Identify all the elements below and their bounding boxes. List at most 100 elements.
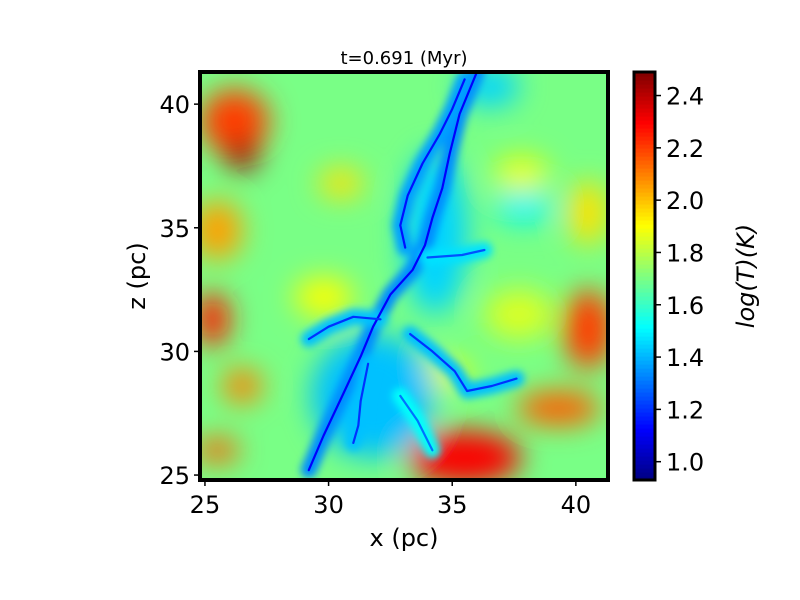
- colorbar-segment: [634, 412, 655, 417]
- x-axis-label: x (pc): [370, 524, 439, 552]
- colorbar-segment: [634, 316, 655, 321]
- y-tick-label: 30: [159, 338, 190, 366]
- colorbar-segment: [634, 92, 655, 97]
- colorbar-tick-label: 1.8: [666, 239, 704, 267]
- colorbar-segment: [634, 284, 655, 289]
- colorbar-segment: [634, 212, 655, 217]
- colorbar-segment: [634, 376, 655, 381]
- colorbar-segment: [634, 236, 655, 241]
- colorbar-segment: [634, 368, 655, 373]
- cold-filament: [409, 333, 518, 393]
- colorbar-frame: [632, 70, 657, 482]
- colorbar-segment: [634, 216, 655, 221]
- colorbar-segment: [634, 168, 655, 173]
- colorbar-segment: [634, 320, 655, 325]
- colorbar-segment: [634, 392, 655, 397]
- colorbar-segment: [634, 472, 655, 477]
- colorbar-segment: [634, 188, 655, 193]
- y-tick-label: 25: [159, 462, 190, 490]
- colorbar-segment: [634, 380, 655, 385]
- colorbar-segment: [634, 124, 655, 129]
- hot-region: [224, 141, 260, 171]
- colorbar-segment: [634, 352, 655, 357]
- hot-region: [293, 277, 354, 317]
- colorbar-segment: [634, 108, 655, 113]
- colorbar-segment: [634, 324, 655, 329]
- colorbar-segment: [634, 72, 655, 77]
- y-tick-label: 40: [159, 91, 190, 119]
- colorbar-segment: [634, 448, 655, 453]
- cool-region: [311, 334, 435, 458]
- colorbar-segment: [634, 80, 655, 85]
- colorbar-label: log(T)(K): [732, 224, 760, 328]
- colorbar-segment: [634, 460, 655, 465]
- colorbar-segment: [634, 440, 655, 445]
- hot-region: [200, 89, 270, 154]
- y-tick-label: 35: [159, 215, 190, 243]
- colorbar-tick-label: 2.2: [666, 135, 704, 163]
- colorbar-segment: [634, 104, 655, 109]
- colorbar-segment: [634, 312, 655, 317]
- hot-region: [484, 289, 554, 340]
- colorbar-segment: [634, 328, 655, 333]
- colorbar-segment: [634, 240, 655, 245]
- chart-title: t=0.691 (Myr): [340, 48, 467, 69]
- plot-frame: [198, 70, 610, 482]
- cold-filament: [399, 78, 466, 249]
- colorbar-segment: [634, 172, 655, 177]
- colorbar-segment: [634, 428, 655, 433]
- colorbar-segment: [634, 296, 655, 301]
- colorbar-segment: [634, 192, 655, 197]
- x-tick-label: 40: [561, 491, 592, 519]
- colorbar-tick-label: 2.0: [666, 187, 704, 215]
- colorbar-segment: [634, 332, 655, 337]
- colorbar-segment: [634, 424, 655, 429]
- cold-filament: [307, 315, 382, 341]
- colorbar-segment: [634, 160, 655, 165]
- colorbar-segment: [634, 396, 655, 401]
- colorbar-segment: [634, 348, 655, 353]
- colorbar-segment: [634, 204, 655, 209]
- colorbar-segment: [634, 116, 655, 121]
- colorbar-segment: [634, 132, 655, 137]
- colorbar-segment: [634, 184, 655, 189]
- colorbar-tick-label: 2.4: [666, 83, 704, 111]
- cold-filament: [352, 362, 370, 444]
- colorbar-segment: [634, 432, 655, 437]
- colorbar-segment: [634, 276, 655, 281]
- x-tick-label: 30: [313, 491, 344, 519]
- colorbar-tick-label: 1.6: [666, 292, 704, 320]
- hot-region: [516, 390, 601, 426]
- hot-region: [200, 437, 240, 463]
- colorbar-segment: [634, 408, 655, 413]
- colorbar-segment: [634, 336, 655, 341]
- colorbar-segment: [634, 244, 655, 249]
- colorbar-segment: [634, 252, 655, 257]
- colorbar-segment: [634, 292, 655, 297]
- x-axis: 25 30 35 40: [190, 480, 591, 519]
- cold-filament: [426, 248, 486, 259]
- colorbar-segment: [634, 404, 655, 409]
- hot-region: [563, 289, 608, 369]
- y-axis: 25 30 35 40: [159, 91, 200, 490]
- colorbar-segment: [634, 96, 655, 101]
- y-axis-label: z (pc): [123, 242, 151, 309]
- colorbar-segment: [634, 152, 655, 157]
- colorbar-segment: [634, 220, 655, 225]
- colorbar-segment: [634, 120, 655, 125]
- colorbar-segment: [634, 456, 655, 461]
- colorbar-segment: [634, 452, 655, 457]
- colorbar-segment: [634, 112, 655, 117]
- colorbar-segment: [634, 384, 655, 389]
- colorbar-segment: [634, 288, 655, 293]
- colorbar-segment: [634, 268, 655, 273]
- colorbar-segment: [634, 76, 655, 81]
- colorbar-segment: [634, 344, 655, 349]
- colorbar-segment: [634, 144, 655, 149]
- colorbar-segment: [634, 140, 655, 145]
- x-tick-label: 35: [437, 491, 468, 519]
- x-tick-label: 25: [190, 491, 221, 519]
- colorbar-segment: [634, 464, 655, 469]
- colorbar-segment: [634, 372, 655, 377]
